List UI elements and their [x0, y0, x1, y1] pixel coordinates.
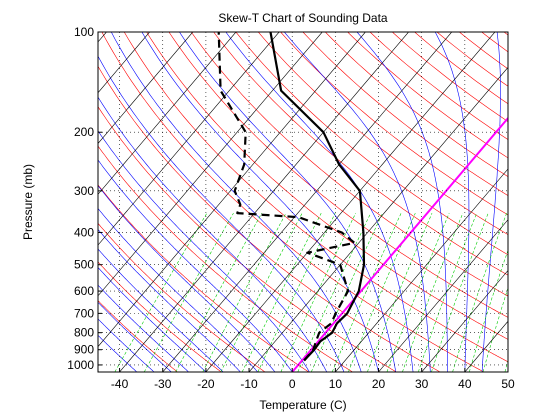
moist-adiabat	[481, 32, 501, 372]
x-tick-label: -30	[154, 377, 172, 391]
x-tick-label: -20	[197, 377, 215, 391]
dry-adiabat	[190, 32, 508, 297]
moist-adiabat	[98, 159, 293, 372]
mixing-ratio-line	[114, 212, 208, 372]
dry-adiabat	[257, 32, 508, 235]
isotherm	[98, 32, 280, 246]
isotherm	[507, 371, 508, 372]
moist-adiabat	[98, 334, 138, 372]
x-tick-label: 40	[458, 377, 472, 391]
x-axis: -40 -30 -20 -10 0 10 20 30 40 50	[111, 368, 515, 391]
dry-adiabat	[302, 32, 508, 196]
mixing-ratio-line	[348, 212, 416, 372]
moist-adiabat	[98, 267, 207, 372]
x-tick-label: 10	[329, 377, 343, 391]
moist-adiabat	[98, 318, 155, 372]
isotherm	[421, 269, 508, 372]
mixing-ratio-line	[482, 287, 508, 372]
dry-adiabat	[235, 32, 508, 256]
mixing-ratio-line	[504, 358, 508, 372]
isotherm	[98, 32, 323, 297]
isotherm	[0, 32, 20, 372]
moist-adiabat	[434, 32, 470, 372]
y-tick-label: 200	[74, 125, 94, 139]
moist-adiabat	[98, 207, 258, 372]
x-tick-label: -40	[111, 377, 129, 391]
mixing-ratio-line	[143, 212, 234, 372]
moist-adiabat	[225, 32, 414, 372]
x-tick-label: 0	[289, 377, 296, 391]
y-tick-label: 700	[74, 306, 94, 320]
isotherm	[335, 168, 508, 372]
y-tick-label: 600	[74, 284, 94, 298]
plot-area	[98, 32, 508, 372]
moist-adiabat	[284, 32, 431, 372]
freezing-isotherm	[291, 116, 508, 372]
plot-frame	[97, 31, 509, 373]
mixing-ratio-line	[402, 212, 464, 372]
isotherm	[98, 32, 237, 195]
x-tick-label: -10	[240, 377, 258, 391]
moist-adiabat	[111, 32, 362, 372]
background-lines	[0, 25, 560, 372]
x-tick-label: 50	[501, 377, 515, 391]
sounding-series	[217, 32, 366, 362]
dry-adiabat	[516, 25, 560, 372]
mixing-ratio-line	[257, 212, 336, 372]
moist-adiabat	[98, 248, 224, 372]
moist-adiabat	[98, 55, 345, 372]
isotherm	[378, 219, 508, 372]
moist-adiabat	[98, 301, 172, 372]
mixing-ratio-line	[469, 249, 508, 372]
dry-adiabat	[213, 32, 508, 276]
isotherm	[162, 32, 452, 372]
mixing-ratio-line	[386, 212, 450, 372]
chart-title: Skew-T Chart of Sounding Data	[218, 11, 388, 25]
moist-adiabat	[98, 130, 310, 372]
x-tick-label: 20	[372, 377, 386, 391]
moist-adiabat	[141, 32, 379, 372]
isotherm	[98, 32, 194, 144]
dry-adiabat	[98, 300, 178, 372]
moist-adiabat	[98, 185, 276, 372]
moist-adiabat	[179, 32, 397, 372]
x-axis-label: Temperature (C)	[259, 398, 346, 412]
y-tick-label: 1000	[67, 358, 94, 372]
y-axis-label: Pressure (mb)	[21, 164, 35, 240]
dry-adiabat	[146, 32, 508, 340]
dry-adiabat	[101, 32, 484, 372]
dry-adiabat	[324, 32, 508, 177]
dotted-grid	[98, 32, 508, 372]
isotherm	[98, 32, 107, 43]
isotherm	[248, 66, 508, 372]
y-tick-label: 400	[74, 225, 94, 239]
moist-adiabat	[98, 284, 189, 372]
dry-adiabat	[98, 65, 441, 372]
isotherm	[205, 32, 496, 372]
dewpoint-line	[217, 32, 356, 362]
dry-adiabat	[280, 32, 508, 216]
mixing-ratio-line	[431, 212, 489, 372]
y-tick-label: 800	[74, 326, 94, 340]
mixing-ratio-line	[331, 212, 402, 372]
moist-adiabat	[356, 32, 448, 372]
dry-adiabat	[168, 32, 508, 318]
temperature-line	[269, 32, 366, 362]
isotherm	[119, 32, 409, 372]
isotherm	[98, 32, 150, 94]
y-tick-label: 100	[74, 25, 94, 39]
y-tick-label: 300	[74, 184, 94, 198]
y-tick-label: 500	[74, 258, 94, 272]
y-tick-label: 900	[74, 343, 94, 357]
x-tick-label: 30	[415, 377, 429, 391]
isotherm	[98, 32, 366, 348]
mixing-ratio-line	[202, 212, 287, 372]
dry-adiabat	[123, 32, 508, 363]
